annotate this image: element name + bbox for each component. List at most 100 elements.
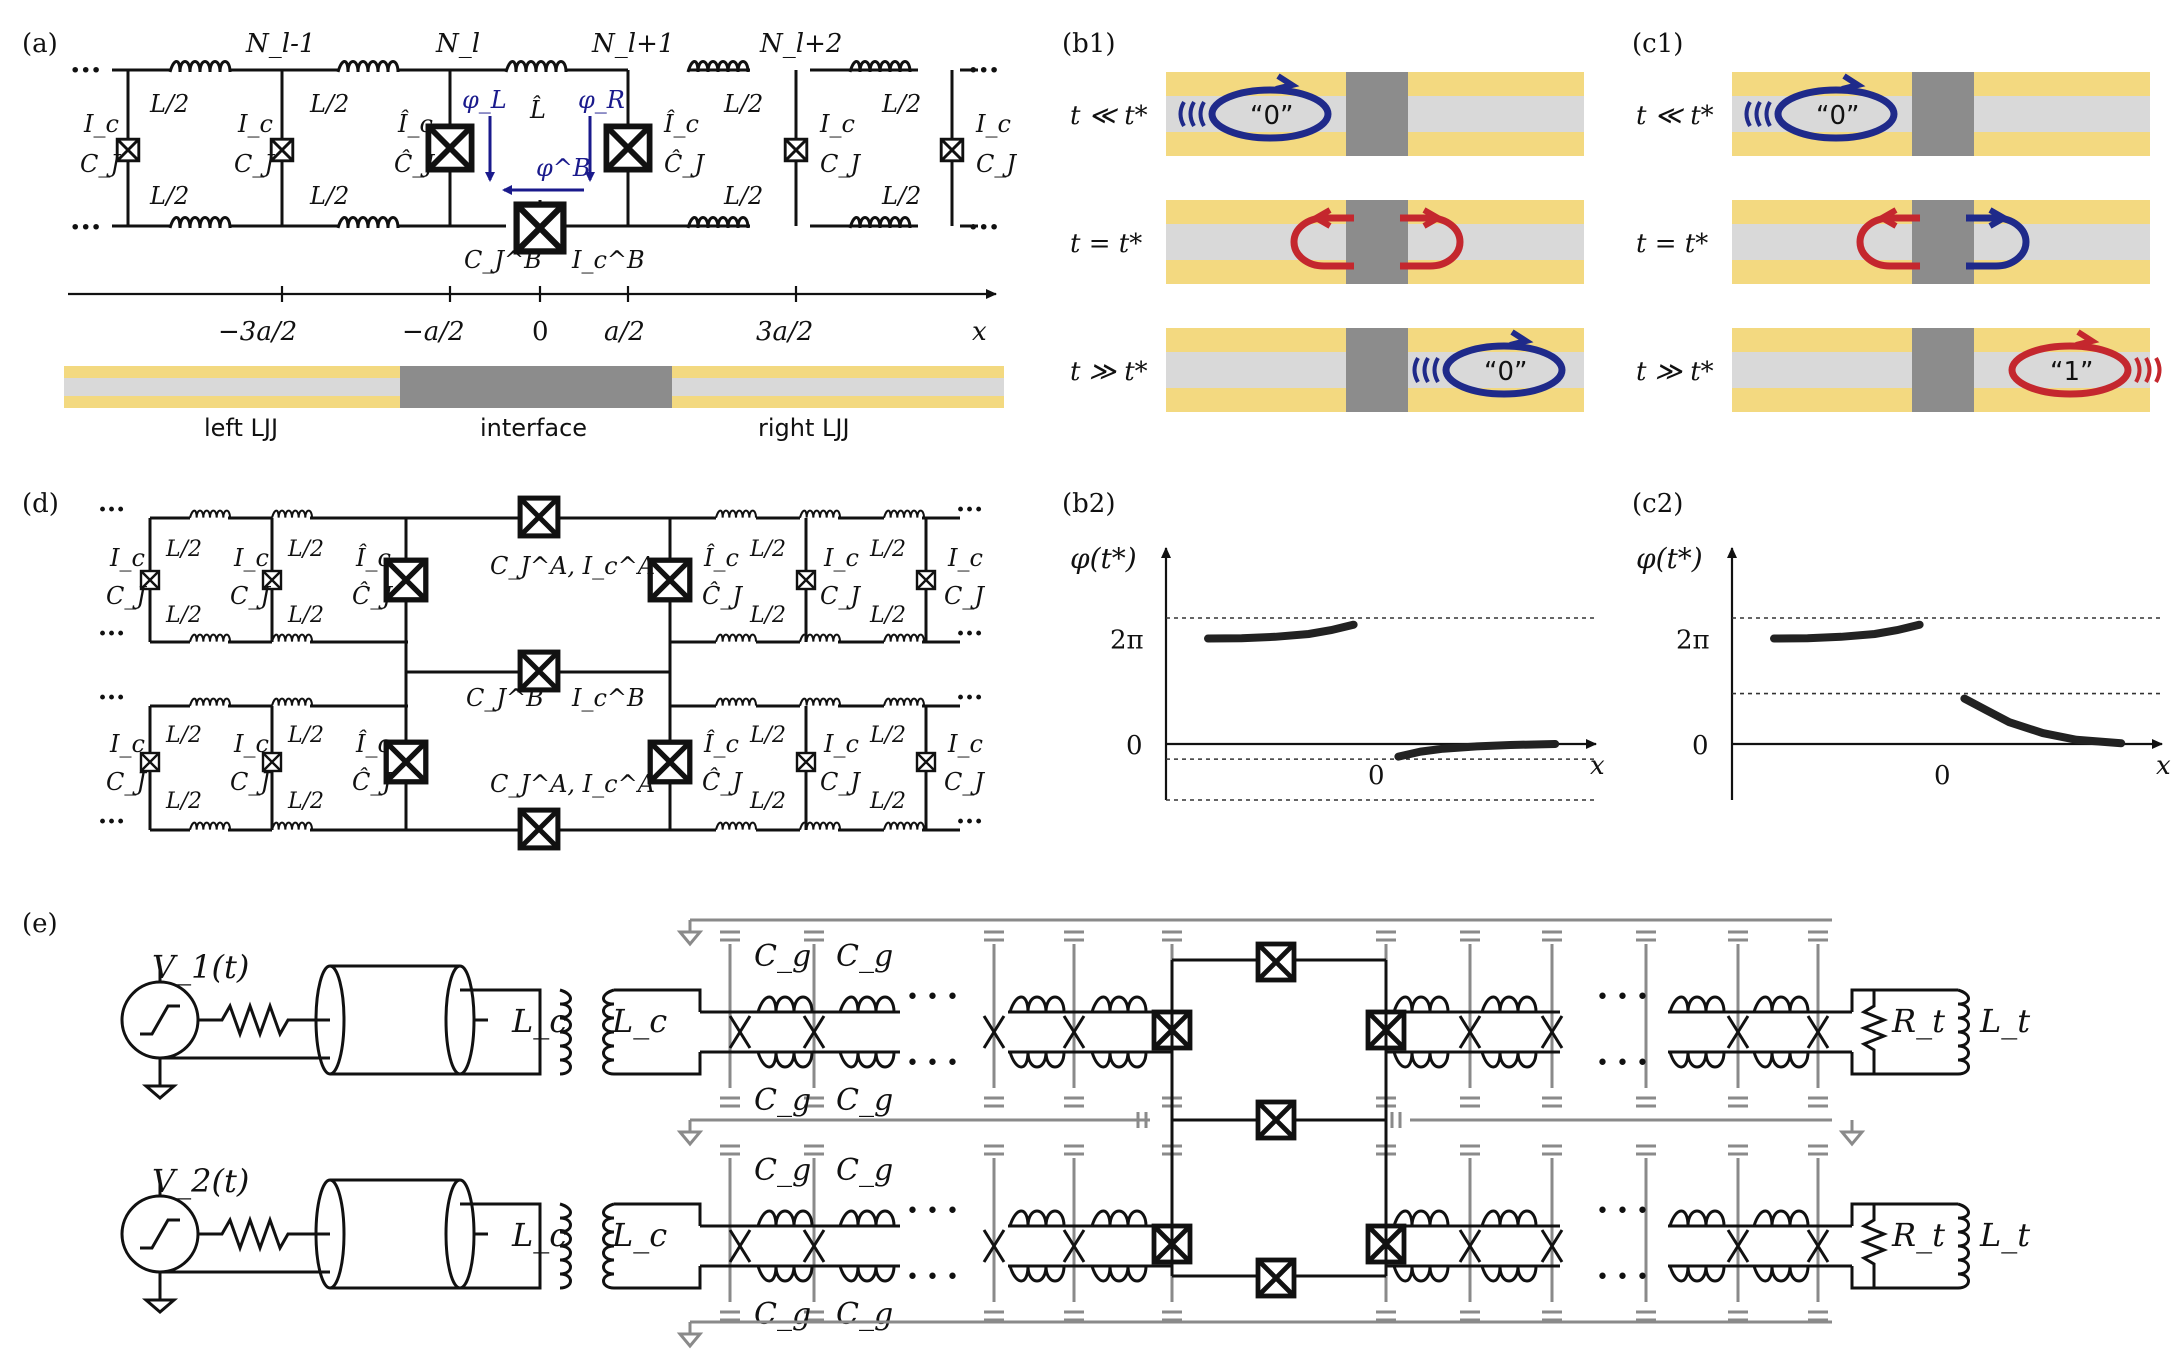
series-line: [1960, 694, 2126, 748]
time-label: t = t*: [1070, 229, 1142, 259]
capacitor-icon: [1542, 1144, 1562, 1156]
ic-label: I_c: [233, 730, 269, 758]
capacitor-icon: [1064, 1096, 1084, 1108]
left-ljj-core: [64, 378, 400, 396]
phi-r-label: φ_R: [578, 86, 625, 114]
icb-label: I_c^B: [571, 246, 645, 274]
ellipsis: • • •: [1596, 985, 1649, 1010]
series-line: [1770, 620, 1924, 643]
junction-a-icon: [1258, 1260, 1294, 1296]
coupling-coil-icon: [559, 988, 572, 1076]
cj-hat-label: Ĉ_J: [352, 581, 393, 610]
capacitor-icon: [1636, 1144, 1656, 1156]
motion-mark: [2134, 356, 2142, 384]
fluxon-arrowhead: [1422, 207, 1445, 229]
inductor-icon: [838, 995, 896, 1013]
lc-label: L_c: [611, 1002, 667, 1040]
inductor-icon: [270, 697, 314, 707]
x-axis-label: x: [2156, 751, 2171, 781]
cj-hat-label: Ĉ_J: [702, 767, 743, 796]
inductor-icon: [1090, 1209, 1148, 1227]
inductor-icon: [168, 60, 232, 74]
junction-cross-icon: [802, 1229, 826, 1263]
inductor-label: L/2: [881, 182, 921, 210]
junction-a-bottom-icon: [520, 810, 558, 848]
y-axis-label: φ(t*): [1636, 542, 1703, 575]
capacitor-icon: [1064, 930, 1084, 942]
panel-d-cell-labels: I_c C_J I_c C_J Î_c Ĉ_J Î_c Ĉ_J I_c C_J I_c C_J L/2 L…: [106, 537, 985, 814]
cj-label: C_J: [820, 768, 861, 796]
strip-interface: [1346, 72, 1408, 156]
inductor-icon: [1090, 1051, 1148, 1069]
junction-cross-icon: [1806, 1229, 1830, 1263]
capacitor-icon: [1636, 1096, 1656, 1108]
ellipsis: ···: [98, 807, 125, 837]
series-line: [1394, 740, 1560, 761]
y-tick-label: 0: [1692, 731, 1709, 761]
inductor-label: L/2: [881, 90, 921, 118]
motion-mark: [1412, 356, 1420, 384]
coupling-coil-icon: [602, 988, 615, 1076]
y-tick-label: 2π: [1110, 625, 1144, 655]
ic-label: I_c: [947, 730, 983, 758]
termination-coil-icon: [1957, 1202, 1970, 1290]
axis-var: x: [972, 317, 987, 347]
inductor-icon: [270, 509, 314, 519]
rt-label: R_t: [1891, 1216, 1945, 1254]
panel-label-b1: (b1): [1062, 29, 1115, 59]
cja-ica-label: C_J^A, I_c^A: [490, 552, 655, 580]
inductor-icon: [848, 216, 912, 230]
wire: [160, 1202, 542, 1290]
inductor-icon: [188, 633, 232, 643]
inductor-icon: [1480, 1209, 1538, 1227]
junction-cross-icon: [1726, 1229, 1750, 1263]
ic-hat-label: Î_c: [663, 109, 699, 138]
ic-label: I_c: [83, 110, 119, 138]
strip-interface: [1912, 328, 1974, 412]
cjb-label: C_J^B: [464, 246, 542, 274]
inductor-icon: [838, 1209, 896, 1227]
ladder-wire: [700, 1010, 1172, 1054]
junction-icon: [939, 137, 965, 163]
fluxon-arrowhead: [1275, 73, 1300, 92]
junction-icon: [269, 137, 295, 163]
inductor-label: L/2: [869, 603, 906, 628]
inductor-label: L/2: [287, 537, 324, 562]
junction-cross-icon: [1458, 1229, 1482, 1263]
phi-b-label: φ^B: [536, 154, 591, 182]
junction-icon: [115, 137, 141, 163]
inductor-icon: [714, 821, 758, 831]
inductor-icon: [1008, 1265, 1066, 1283]
junction-cross-icon: [982, 1015, 1006, 1049]
ic-hat-label: Î_c: [397, 109, 433, 138]
panel-label-d: (d): [22, 489, 59, 519]
ellipsis-left-bottom: ···: [70, 210, 101, 245]
strip-interface: [1912, 72, 1974, 156]
junction-icon: [915, 751, 937, 773]
inductor-icon: [882, 697, 926, 707]
inductor-label: L/2: [309, 182, 349, 210]
y-tick-label: 0: [1126, 731, 1143, 761]
fluxon-label: “0”: [1250, 101, 1293, 131]
source-label: V_1(t): [152, 948, 249, 986]
capacitor-icon: [1728, 1144, 1748, 1156]
capacitor-icon: [984, 1096, 1004, 1108]
inductor-icon: [1752, 995, 1810, 1013]
time-label: t ≪ t*: [1636, 101, 1714, 131]
fluxon-loop: [1208, 86, 1332, 142]
inductor-icon: [1090, 995, 1148, 1013]
capacitor-icon: [1636, 1310, 1656, 1322]
inductor-icon: [686, 60, 750, 74]
tick-label: 0: [532, 317, 549, 347]
fluxon-arrowhead: [1309, 207, 1332, 229]
inductor-icon: [882, 633, 926, 643]
ellipsis: ···: [98, 495, 125, 525]
inductor-label: L/2: [749, 723, 786, 748]
junction-icon: [915, 569, 937, 591]
inductor-icon: [798, 697, 842, 707]
ic-label: I_c: [823, 730, 859, 758]
fluxon-strips: t ≪ t* “0” t ≪ t* “0” t = t* t = t* t ≫ t* “0” t…: [1070, 72, 2162, 412]
inductor-icon: [188, 509, 232, 519]
interface-wire: [1170, 958, 1388, 1278]
capacitor-icon: [1162, 1310, 1182, 1322]
